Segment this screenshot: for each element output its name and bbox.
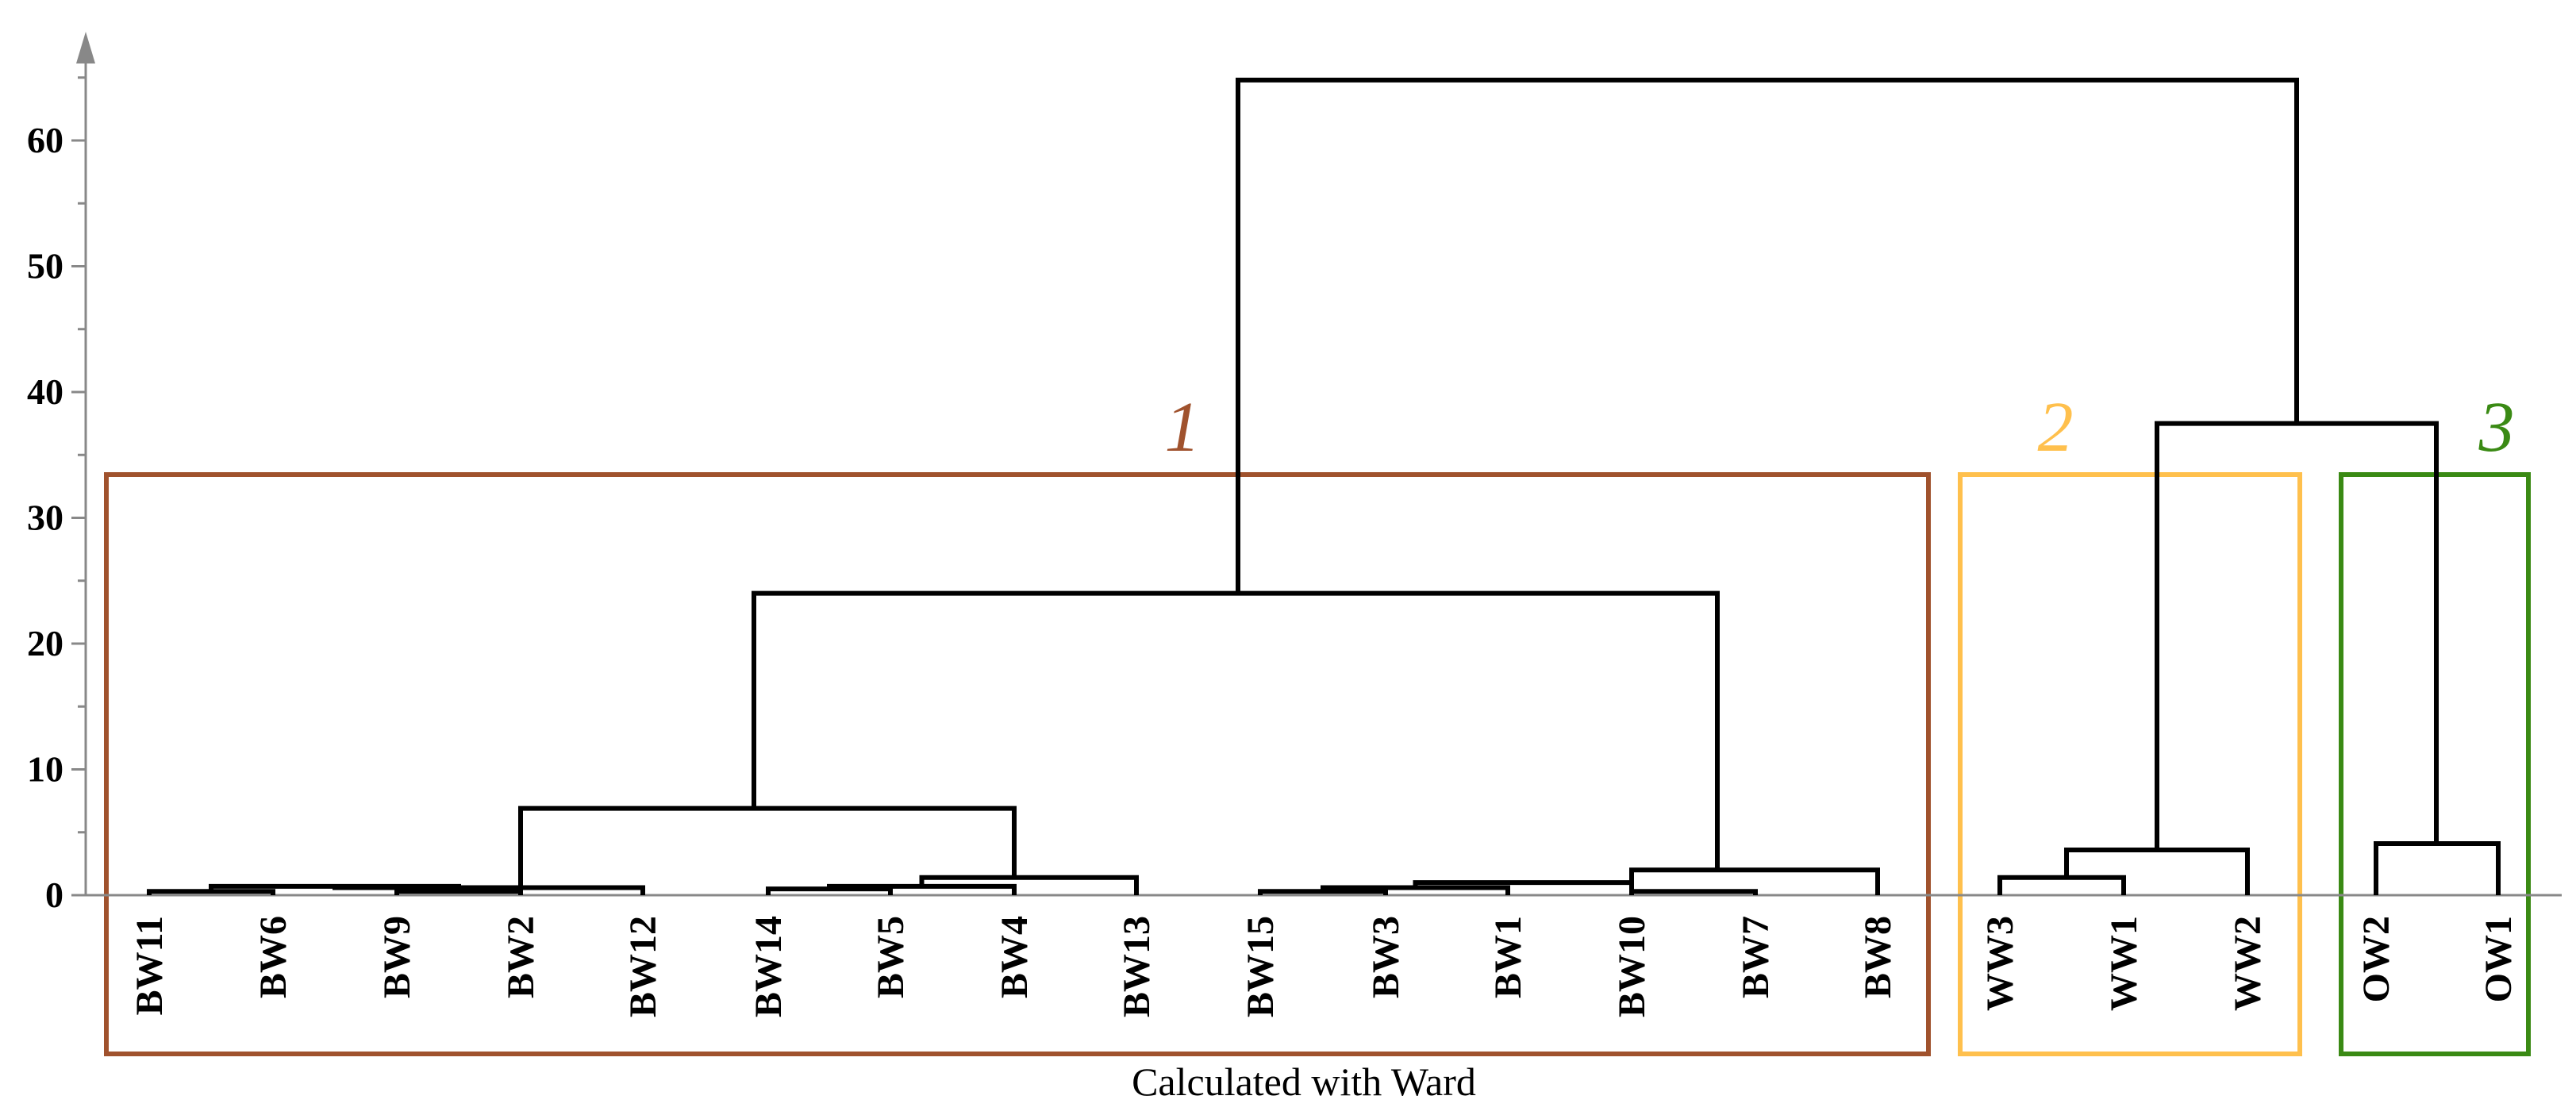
y-tick-label: 10 bbox=[27, 749, 63, 790]
group-box-1 bbox=[104, 472, 1931, 1056]
leaf-label-BW9: BW9 bbox=[376, 916, 418, 998]
dendrogram-links bbox=[147, 77, 2501, 895]
y-tick-label: 0 bbox=[45, 875, 63, 915]
leaf-label-BW3: BW3 bbox=[1365, 916, 1407, 998]
dendrogram-link bbox=[1997, 875, 2126, 895]
dendrogram-link bbox=[2064, 847, 2250, 895]
leaf-label-BW6: BW6 bbox=[252, 916, 294, 998]
leaf-label-BW13: BW13 bbox=[1116, 916, 1158, 1017]
leaf-label-BW7: BW7 bbox=[1735, 916, 1777, 998]
leaf-label-BW8: BW8 bbox=[1857, 916, 1899, 998]
leaf-label-BW5: BW5 bbox=[870, 916, 912, 998]
leaf-label-BW2: BW2 bbox=[500, 916, 542, 998]
group-label-1: 1 bbox=[1165, 388, 1201, 467]
dendrogram-link bbox=[1629, 889, 1758, 895]
leaf-label-BW14: BW14 bbox=[748, 916, 790, 1017]
leaf-labels: BW11 BW6 BW9 BW2 BW12 BW14 BW5 BW4 BW13 BW15 BW3 BW… bbox=[129, 916, 2520, 1017]
y-tick-label: 30 bbox=[27, 498, 63, 538]
leaf-label-WW3: WW3 bbox=[1979, 916, 2021, 1011]
leaf-label-BW11: BW11 bbox=[129, 916, 171, 1015]
group-label-3: 3 bbox=[2478, 388, 2515, 467]
dendrogram-link bbox=[518, 805, 1017, 888]
y-axis-arrow-icon bbox=[76, 32, 95, 63]
dendrogram-link bbox=[752, 590, 1720, 871]
dendrogram-link bbox=[1629, 867, 1880, 895]
leaf-label-WW2: WW2 bbox=[2227, 916, 2269, 1011]
dendrogram-link bbox=[1413, 880, 1634, 892]
y-tick-label: 20 bbox=[27, 623, 63, 663]
dendrogram-link bbox=[2374, 841, 2501, 895]
group-boxes: 1 2 3 bbox=[104, 388, 2531, 1056]
leaf-label-BW12: BW12 bbox=[622, 916, 664, 1017]
y-tick-label: 60 bbox=[27, 120, 63, 160]
leaf-label-OW1: OW1 bbox=[2478, 916, 2520, 1002]
group-box-2 bbox=[1958, 472, 2302, 1056]
leaf-label-BW15: BW15 bbox=[1240, 916, 1282, 1017]
y-tick-label: 50 bbox=[27, 246, 63, 286]
dendrogram-link bbox=[2155, 421, 2439, 850]
group-label-2: 2 bbox=[2038, 388, 2074, 467]
dendrogram-link bbox=[333, 885, 645, 895]
leaf-label-BW4: BW4 bbox=[994, 916, 1036, 998]
dendrogram-link bbox=[827, 883, 1017, 895]
y-axis: 0 10 20 30 40 50 60 bbox=[27, 32, 2562, 915]
dendrogram-link bbox=[919, 875, 1139, 895]
x-axis-label: Calculated with Ward bbox=[1132, 1059, 1476, 1104]
leaf-label-OW2: OW2 bbox=[2355, 916, 2397, 1002]
y-tick-label: 40 bbox=[27, 371, 63, 412]
leaf-label-BW1: BW1 bbox=[1487, 916, 1529, 998]
leaf-label-WW1: WW1 bbox=[2103, 916, 2145, 1011]
leaf-label-BW10: BW10 bbox=[1611, 916, 1653, 1017]
dendrogram-link bbox=[1236, 77, 2299, 594]
